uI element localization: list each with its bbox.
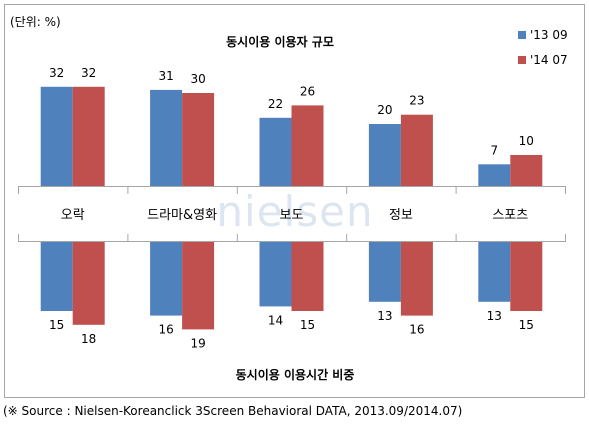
bottom-panel-value-label: 15 xyxy=(519,318,534,332)
legend-swatch-13-09 xyxy=(518,31,526,39)
bottom-panel-value-label: 18 xyxy=(81,332,96,346)
top-panel-value-label: 32 xyxy=(81,66,96,80)
top-panel-bar-13-09 xyxy=(150,89,183,186)
top-panel-bar-13-09 xyxy=(259,117,292,186)
bottom-panel-bar-14-07 xyxy=(510,242,543,311)
top-panel-value-label: 31 xyxy=(158,69,173,83)
top-panel-value-label: 7 xyxy=(490,143,498,157)
legend-label-14-07: '14 07 xyxy=(530,53,568,67)
bottom-panel-bar-14-07 xyxy=(400,242,433,316)
bottom-panel-value-label: 16 xyxy=(409,323,424,337)
bottom-panel-bar-14-07 xyxy=(291,242,324,311)
bottom-panel-value-label: 16 xyxy=(158,323,173,337)
top-panel-value-label: 30 xyxy=(190,72,205,86)
bottom-panel-bar-13-09 xyxy=(150,242,183,316)
bottom-panel-value-label: 13 xyxy=(377,309,392,323)
bottom-chart-title: 동시이용 이용시간 비중 xyxy=(236,367,355,382)
top-panel-value-label: 32 xyxy=(49,66,64,80)
top-panel-bar-14-07 xyxy=(400,114,433,186)
category-label: 드라마&영화 xyxy=(147,208,217,223)
top-panel-value-label: 26 xyxy=(300,84,315,98)
top-chart-title: 동시이용 이용자 규모 xyxy=(226,34,334,49)
top-panel-bar-14-07 xyxy=(291,105,324,186)
bottom-panel-value-label: 19 xyxy=(190,336,205,350)
category-axis: 오락 드라마&영화 보도 정보 스포츠 xyxy=(18,186,566,242)
source-note: (※ Source : Nielsen-Koreanclick 3Screen … xyxy=(3,404,463,418)
top-panel-value-label: 22 xyxy=(268,97,283,111)
category-label: 보도 xyxy=(280,208,304,223)
category-label: 정보 xyxy=(389,208,413,223)
bottom-panel-bar-13-09 xyxy=(478,242,511,302)
category-label: 오락 xyxy=(61,208,85,223)
legend-swatch-14-07 xyxy=(518,56,526,64)
legend-label-13-09: '13 09 xyxy=(530,28,568,42)
bottom-panel-bar-13-09 xyxy=(40,242,73,311)
bottom-panel-bar-14-07 xyxy=(182,242,215,330)
unit-label: (단위: %) xyxy=(10,15,61,29)
top-panel-bar-14-07 xyxy=(182,93,215,186)
legend: '13 09 '14 07 xyxy=(518,28,568,67)
top-bars: 32 32 31 30 22 26 20 23 7 10 xyxy=(40,66,543,186)
top-panel-bar-13-09 xyxy=(478,164,511,186)
top-panel-value-label: 23 xyxy=(409,94,424,108)
bottom-bars: 15 18 16 19 14 15 13 16 13 15 xyxy=(40,242,543,350)
bottom-panel-value-label: 13 xyxy=(487,309,502,323)
bottom-panel-bar-14-07 xyxy=(72,242,105,325)
top-panel-value-label: 10 xyxy=(519,134,534,148)
bottom-panel-bar-13-09 xyxy=(259,242,292,307)
bottom-panel-value-label: 15 xyxy=(49,318,64,332)
bottom-panel-bar-13-09 xyxy=(368,242,401,302)
category-label: 스포츠 xyxy=(492,208,528,223)
bottom-panel-value-label: 14 xyxy=(268,313,283,327)
bottom-panel-value-label: 15 xyxy=(300,318,315,332)
top-panel-bar-13-09 xyxy=(40,86,73,186)
chart-border xyxy=(4,4,585,398)
top-panel-bar-14-07 xyxy=(72,86,105,186)
top-panel-bar-14-07 xyxy=(510,155,543,186)
nielsen-watermark: nielsen xyxy=(216,187,373,236)
top-panel-value-label: 20 xyxy=(377,103,392,117)
top-panel-bar-13-09 xyxy=(368,124,401,186)
